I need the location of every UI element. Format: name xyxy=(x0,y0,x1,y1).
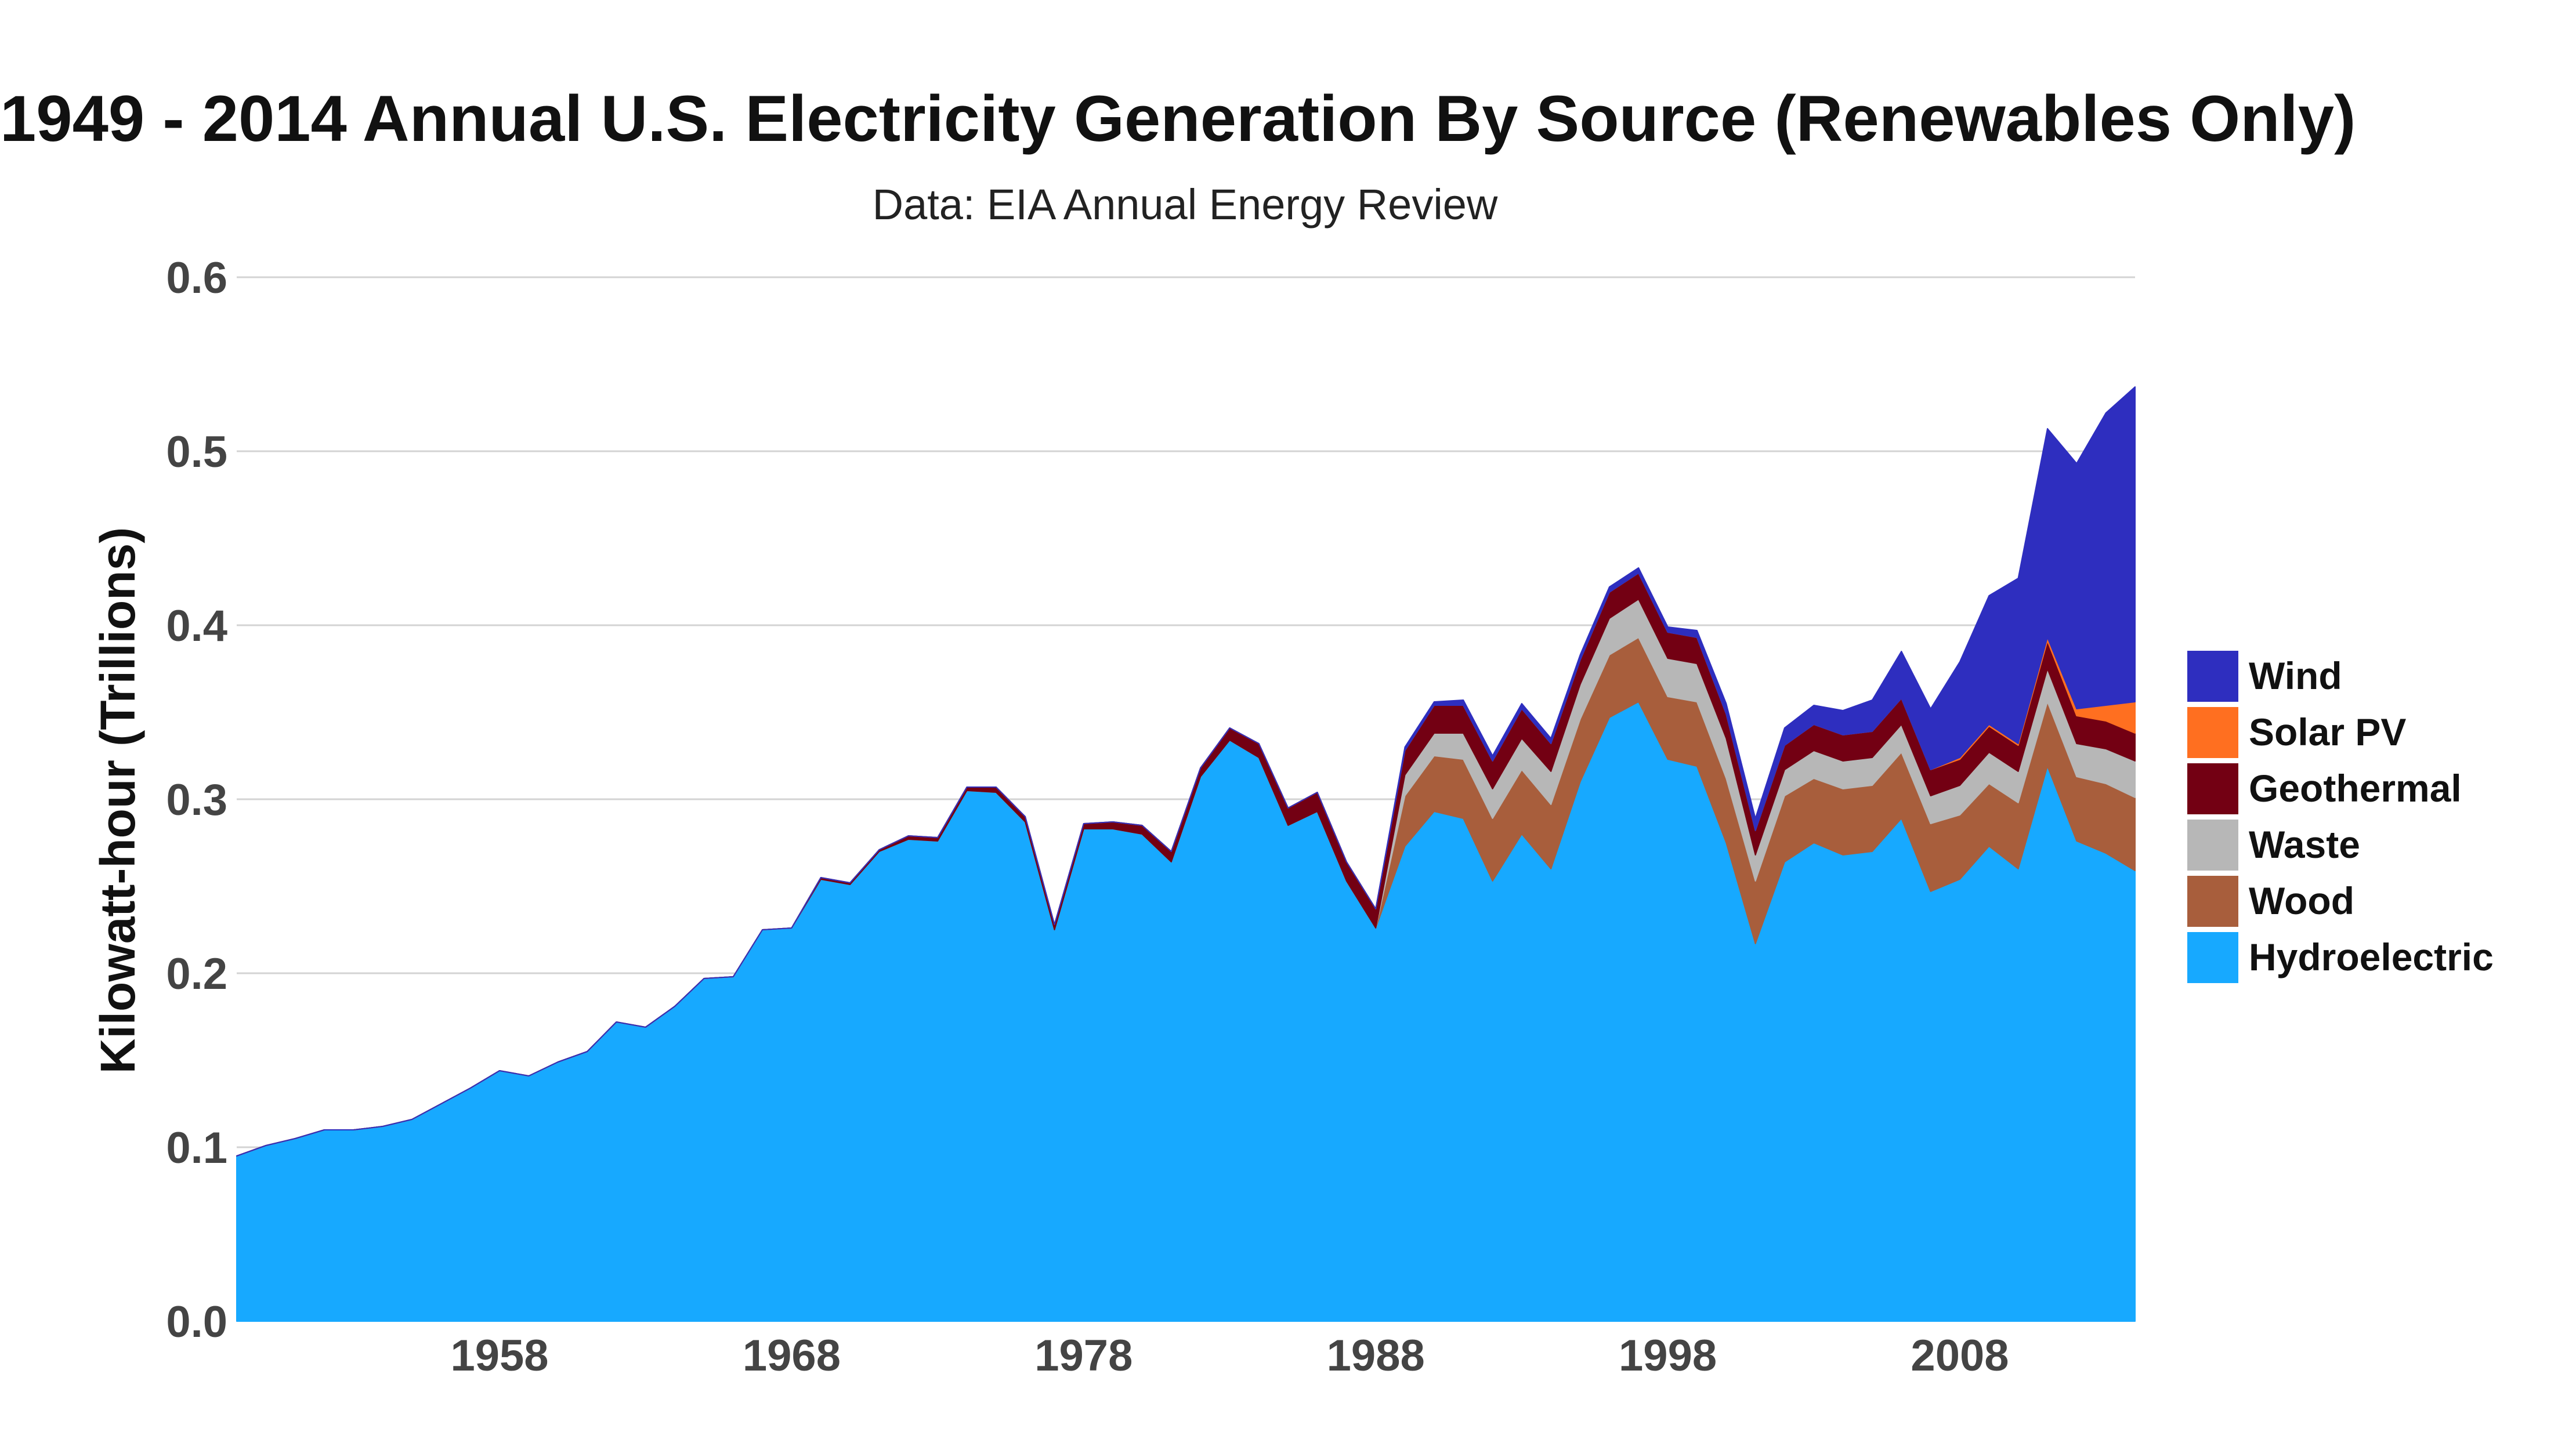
area-wind xyxy=(236,386,2136,1157)
legend-label: Wood xyxy=(2249,879,2354,922)
y-tick-label: 0.4 xyxy=(166,601,227,651)
y-tick-label: 0.6 xyxy=(166,253,227,303)
chart-title: 1949 - 2014 Annual U.S. Electricity Gene… xyxy=(0,82,2356,155)
legend-swatch xyxy=(2187,707,2238,758)
y-tick-label: 0.5 xyxy=(166,427,227,477)
legend-swatch xyxy=(2187,820,2238,871)
x-tick-label: 1988 xyxy=(1327,1331,1425,1380)
chart-subtitle: Data: EIA Annual Energy Review xyxy=(872,180,1498,229)
stacked-areas xyxy=(236,386,2136,1322)
y-tick-label: 0.3 xyxy=(166,775,227,825)
x-tick-label: 2008 xyxy=(1911,1331,2009,1380)
x-tick-label: 1978 xyxy=(1034,1331,1133,1380)
legend-label: Hydroelectric xyxy=(2249,936,2494,978)
y-tick-label: 0.2 xyxy=(166,949,227,999)
y-axis-label: Kilowatt-hour (Trillions) xyxy=(91,527,145,1074)
legend-swatch xyxy=(2187,763,2238,814)
legend-label: Wind xyxy=(2249,654,2342,697)
x-tick-label: 1998 xyxy=(1619,1331,1717,1380)
legend: Wind Solar PV Geothermal Waste Wood Hydroelec… xyxy=(2187,651,2494,983)
legend-label: Solar PV xyxy=(2249,710,2406,753)
y-tick-label: 0.0 xyxy=(166,1297,227,1347)
x-tick-labels: 1958 1968 1978 1988 1998 2008 xyxy=(451,1331,2009,1380)
legend-label: Geothermal xyxy=(2249,767,2462,810)
legend-swatch xyxy=(2187,651,2238,702)
y-tick-labels: 0.0 0.1 0.2 0.3 0.4 0.5 0.6 xyxy=(166,253,227,1347)
x-tick-label: 1958 xyxy=(451,1331,549,1380)
x-tick-label: 1968 xyxy=(743,1331,841,1380)
legend-swatch xyxy=(2187,876,2238,927)
y-tick-label: 0.1 xyxy=(166,1123,227,1173)
legend-swatch xyxy=(2187,932,2238,983)
legend-label: Waste xyxy=(2249,823,2360,866)
